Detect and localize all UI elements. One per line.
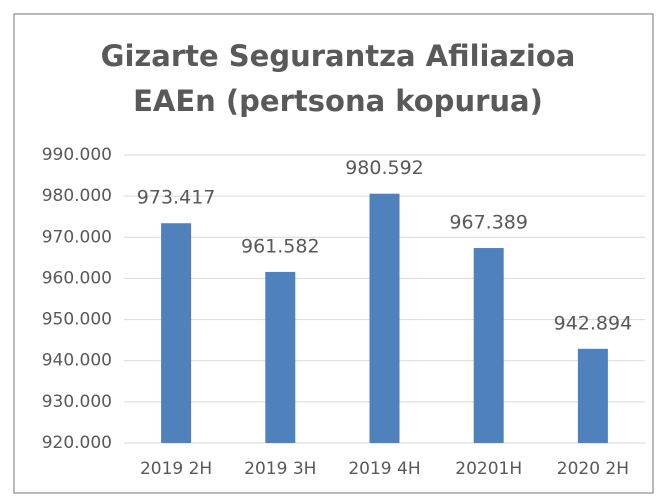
bar — [369, 193, 400, 443]
bar — [473, 248, 504, 443]
y-tick-label: 930.000 — [42, 392, 112, 412]
y-tick-label: 950.000 — [42, 310, 112, 330]
data-label: 973.417 — [137, 187, 216, 209]
x-tick-label: 2019 3H — [244, 459, 316, 479]
x-tick-label: 20201H — [455, 459, 522, 479]
data-label: 942.894 — [554, 312, 633, 334]
y-tick-label: 920.000 — [42, 433, 112, 453]
bar — [161, 223, 192, 443]
bar — [577, 348, 608, 443]
y-tick-label: 960.000 — [42, 268, 112, 288]
chart-border — [13, 13, 654, 494]
x-tick-label: 2019 2H — [140, 459, 212, 479]
y-tick-label: 940.000 — [42, 351, 112, 371]
y-tick-label: 980.000 — [42, 186, 112, 206]
x-tick-label: 2020 2H — [557, 459, 629, 479]
y-tick-label: 970.000 — [42, 227, 112, 247]
chart-title: EAEn (pertsona kopurua) — [133, 84, 543, 118]
data-label: 967.389 — [449, 212, 528, 234]
x-tick-label: 2019 4H — [348, 459, 420, 479]
data-label: 980.592 — [345, 157, 424, 179]
bar — [265, 271, 296, 443]
chart-title: Gizarte Segurantza Afiliazioa — [101, 39, 576, 73]
y-tick-label: 990.000 — [42, 145, 112, 165]
data-label: 961.582 — [241, 235, 320, 257]
